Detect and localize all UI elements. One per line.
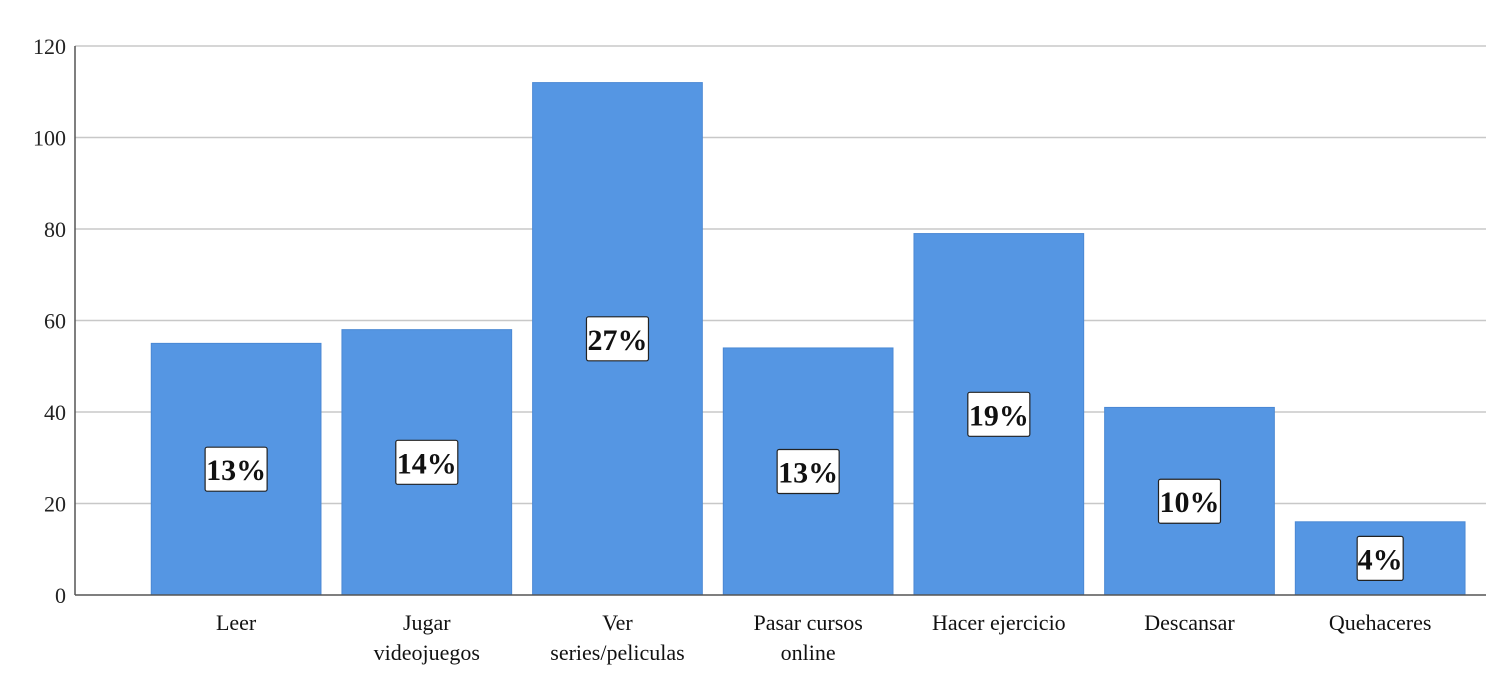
bars — [150, 82, 1466, 596]
data-label: 4% — [1358, 543, 1403, 576]
x-category-label: online — [781, 640, 836, 665]
y-tick-label: 20 — [44, 492, 66, 517]
y-tick-label: 100 — [33, 126, 66, 151]
y-tick-label: 120 — [33, 34, 66, 59]
data-label-box — [1157, 478, 1222, 524]
x-category-label: videojuegos — [374, 640, 480, 665]
x-category-label: Pasar cursos — [753, 610, 862, 635]
y-axis-ticks: 0 20 40 60 80 100 120 — [33, 34, 66, 608]
data-label: 13% — [778, 456, 838, 489]
y-tick-label: 0 — [55, 583, 66, 608]
data-label: 27% — [587, 324, 647, 357]
data-labels: 13% 14% 27% 13% 19% 10% 4% — [204, 316, 1404, 582]
data-label-box — [395, 439, 459, 485]
data-label-box — [967, 391, 1031, 437]
data-label-box — [776, 448, 840, 495]
y-tick-label: 80 — [44, 217, 66, 242]
data-label: 10% — [1159, 486, 1219, 519]
axes — [74, 46, 1486, 596]
y-tick-label: 40 — [44, 400, 66, 425]
data-label: 13% — [206, 454, 266, 487]
data-label-box — [204, 446, 268, 492]
data-label: 14% — [397, 447, 457, 480]
x-axis-categories: Leer Jugar videojuegos Ver series/peliculas P… — [216, 610, 1432, 665]
data-label: 19% — [969, 399, 1029, 432]
x-category-label: Ver — [602, 610, 633, 635]
y-tick-label: 60 — [44, 309, 66, 334]
x-category-label: Jugar — [403, 610, 451, 635]
x-category-label: Hacer ejercicio — [932, 610, 1066, 635]
data-label-box — [585, 316, 650, 362]
x-category-label: Leer — [216, 610, 257, 635]
data-label-box — [1356, 535, 1404, 582]
x-category-label: Quehaceres — [1329, 610, 1432, 635]
x-category-label: series/peliculas — [550, 640, 684, 665]
x-category-label: Descansar — [1144, 610, 1235, 635]
